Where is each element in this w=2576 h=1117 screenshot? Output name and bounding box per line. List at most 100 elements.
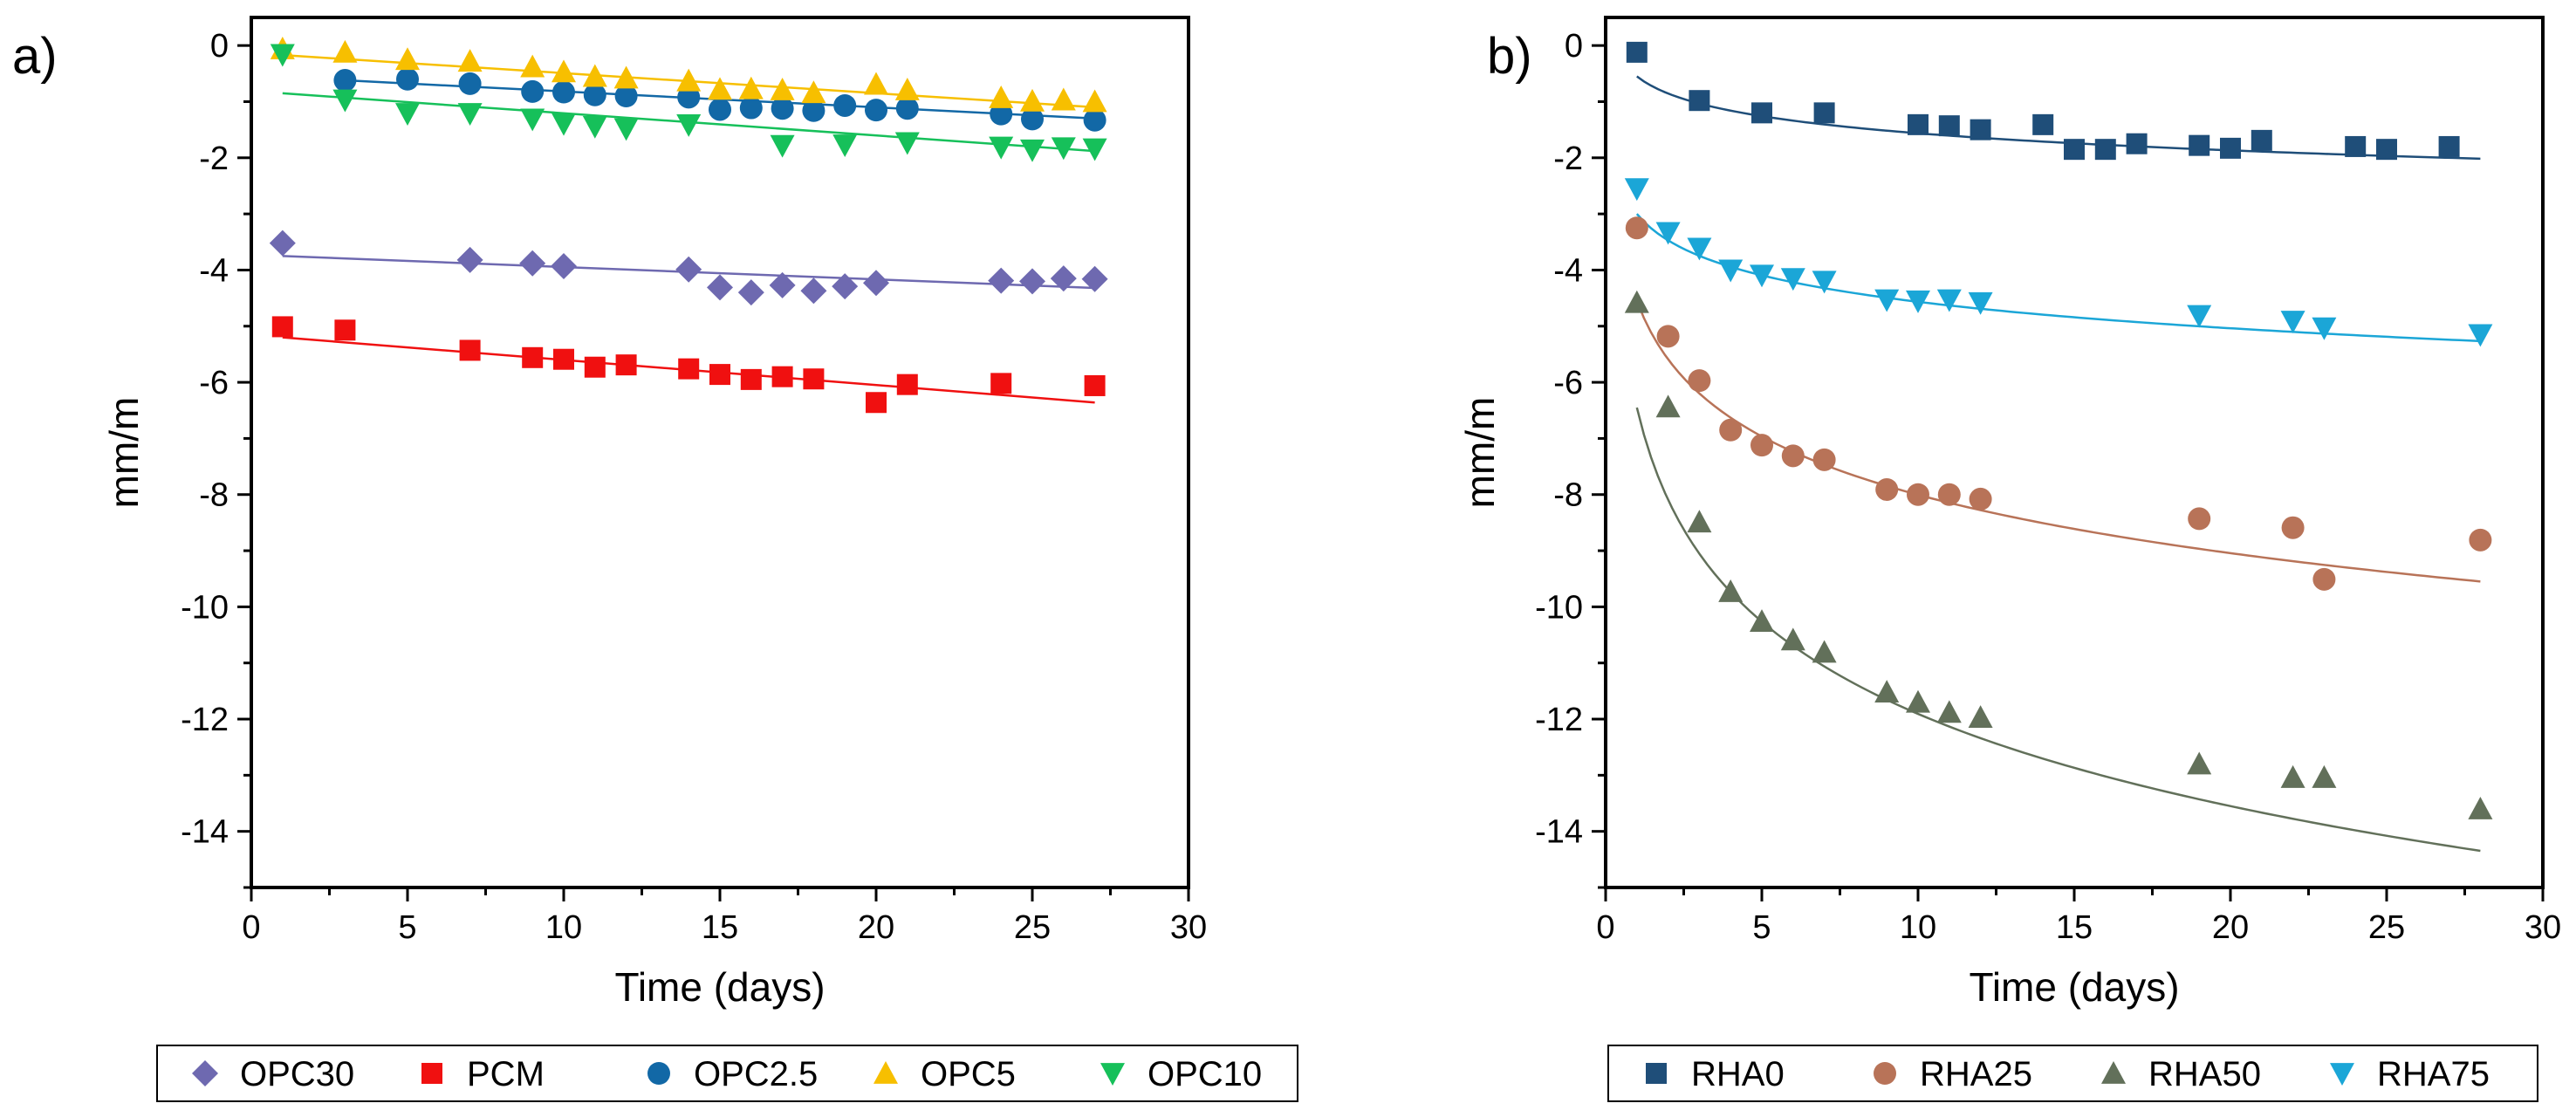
point-rha0: [1813, 102, 1835, 124]
x-tick-label: 10: [1900, 909, 1936, 946]
point-rha50: [1874, 680, 1900, 703]
point-opc5: [395, 47, 420, 71]
point-opc10: [770, 134, 795, 158]
y-tick-label: -6: [1553, 365, 1583, 401]
x-tick-label: 20: [858, 909, 894, 946]
y-tick-label: -10: [1535, 589, 1583, 626]
legend-marker-pcm: [421, 1063, 442, 1084]
x-tick-label: 10: [545, 909, 582, 946]
point-opc10: [520, 108, 545, 132]
legend-marker-opc2-5: [647, 1062, 670, 1085]
legend-label-rha0: RHA0: [1691, 1055, 1785, 1093]
point-rha50: [1780, 627, 1805, 651]
point-rha50: [1936, 700, 1962, 723]
point-opc5: [1082, 89, 1107, 113]
point-rha50: [1687, 510, 1712, 533]
point-opc2-5: [583, 83, 606, 106]
point-opc5: [613, 65, 639, 89]
legend-label-rha25: RHA25: [1920, 1055, 2032, 1093]
point-opc30: [519, 250, 546, 277]
y-tick-label: -14: [1535, 814, 1583, 851]
point-rha75: [1780, 268, 1805, 291]
point-rha25: [1688, 369, 1711, 393]
point-opc30: [863, 270, 889, 297]
point-pcm: [803, 368, 825, 390]
point-rha50: [2468, 796, 2493, 819]
point-pcm: [896, 373, 918, 395]
point-rha25: [1937, 483, 1961, 506]
point-rha75: [1750, 264, 1774, 288]
legend-marker-rha25: [1874, 1062, 1896, 1085]
point-rha0: [1970, 119, 1991, 140]
point-opc2-5: [677, 86, 701, 109]
point-rha0: [2438, 135, 2460, 157]
point-opc5: [770, 77, 795, 100]
point-rha50: [1624, 290, 1649, 313]
x-axis-title: Time (days): [614, 964, 825, 1010]
y-tick-label: -4: [1553, 252, 1583, 289]
panel-label: a): [12, 28, 58, 85]
point-rha25: [1969, 487, 1992, 511]
point-opc5: [1051, 87, 1076, 111]
point-opc10: [1020, 139, 1045, 162]
point-pcm: [584, 356, 606, 378]
point-rha50: [1968, 705, 1993, 729]
y-axis-title: mm/m: [101, 397, 147, 509]
point-opc30: [551, 252, 577, 279]
point-opc10: [270, 44, 295, 67]
point-opc30: [737, 279, 764, 306]
point-rha75: [1906, 290, 1930, 313]
point-opc2-5: [739, 96, 763, 120]
point-rha75: [1968, 291, 1993, 315]
point-pcm: [709, 364, 730, 386]
point-rha50: [1750, 609, 1774, 633]
point-opc10: [332, 89, 358, 113]
point-opc30: [832, 273, 859, 300]
x-axis-title: Time (days): [1969, 964, 2179, 1010]
point-pcm: [740, 368, 762, 390]
panel-a: a) 0 5 10 15 20 25 30 0 -2 -4 -6 -8 -10 -12 -14 Time (da…: [12, 16, 1298, 1102]
point-rha25: [2469, 528, 2492, 552]
point-rha0: [2376, 139, 2397, 161]
point-opc2-5: [552, 80, 575, 104]
point-opc30: [707, 274, 733, 301]
point-opc10: [552, 113, 576, 136]
point-opc2-5: [895, 97, 919, 120]
point-rha50: [2280, 764, 2305, 788]
y-tick-label: 0: [1565, 28, 1583, 65]
point-opc5: [457, 49, 483, 72]
point-rha75: [1936, 289, 1962, 312]
legend-box: [1607, 1045, 2538, 1102]
point-opc5: [738, 76, 764, 99]
point-rha75: [1874, 289, 1900, 312]
point-opc10: [613, 118, 639, 141]
point-rha50: [1655, 394, 1681, 418]
fit-curve-rha75: [1635, 213, 2481, 343]
point-pcm: [1084, 374, 1106, 396]
point-opc10: [1051, 137, 1076, 161]
point-rha0: [1689, 90, 1710, 112]
point-opc10: [457, 103, 483, 126]
y-tick-label: -8: [199, 477, 229, 514]
point-pcm: [271, 316, 293, 338]
point-rha0: [1751, 102, 1772, 124]
point-rha75: [1718, 259, 1744, 283]
point-opc2-5: [771, 97, 794, 120]
point-rha25: [2188, 507, 2211, 531]
point-rha0: [2189, 134, 2210, 156]
point-pcm: [334, 319, 356, 341]
panel-label: b): [1487, 28, 1532, 85]
point-opc2-5: [1021, 107, 1044, 131]
legend-label-rha50: RHA50: [2148, 1055, 2261, 1093]
y-tick-label: -2: [1553, 140, 1583, 177]
point-rha25: [1656, 325, 1680, 348]
point-opc10: [582, 115, 607, 139]
point-opc30: [1081, 265, 1108, 292]
point-rha75: [1624, 178, 1649, 202]
point-rha0: [2251, 129, 2272, 151]
x-tick-label: 30: [1170, 909, 1207, 946]
point-opc10: [1082, 138, 1107, 161]
fit-curve-rha25: [1635, 300, 2481, 583]
point-opc5: [1020, 88, 1045, 112]
point-rha25: [1719, 418, 1743, 442]
